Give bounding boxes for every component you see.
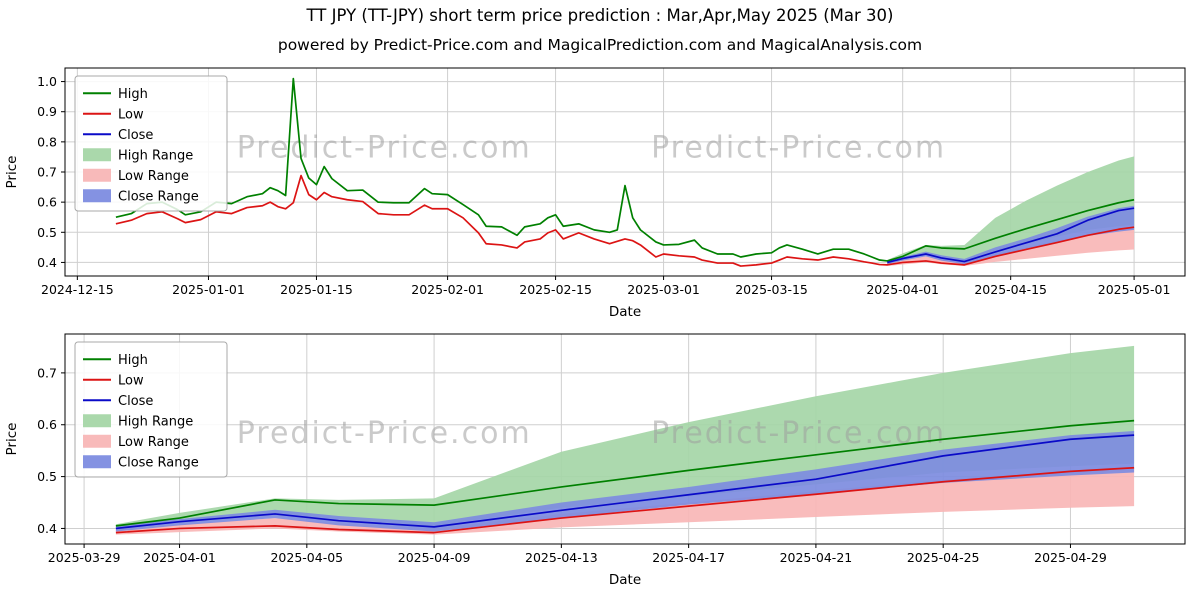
x-tick-label: 2025-03-29 (48, 550, 121, 565)
x-tick-label: 2025-01-01 (172, 282, 245, 297)
prediction-detail-chart: Predict-Price.com Predict-Price.com 2025-0… (0, 326, 1200, 602)
y-tick-label: 0.7 (37, 165, 57, 180)
legend-item-label: Low Range (118, 435, 189, 450)
x-tick-label: 2025-04-15 (974, 282, 1047, 297)
series-high-line (115, 419, 1135, 527)
x-axis-label: Date (609, 572, 641, 588)
watermark-text: Predict-Price.com (651, 130, 946, 165)
y-tick-label: 0.5 (37, 225, 57, 240)
legend-swatch-high-range (83, 148, 111, 162)
x-tick-label: 2025-02-15 (519, 282, 592, 297)
history-with-prediction-svg: Predict-Price.com Predict-Price.com 2024-1… (4, 67, 1186, 320)
legend: High Low Close High Range Low Range Close Ran… (74, 341, 228, 478)
series-close-line (887, 207, 1135, 264)
series-high-line (115, 77, 1135, 262)
series-low-line (115, 174, 1135, 267)
x-tick-label: 2025-04-01 (866, 282, 939, 297)
legend: High Low Close High Range Low Range Close Ran… (74, 75, 228, 212)
legend-item-label: Close (118, 128, 153, 143)
price-history-chart: Predict-Price.com Predict-Price.com 2024-1… (0, 58, 1200, 330)
close-range-band (887, 205, 1135, 265)
x-tick-label: 2025-04-09 (398, 550, 471, 565)
x-tick-label: 2024-12-15 (41, 282, 114, 297)
legend-swatch-low-range (83, 434, 111, 448)
y-tick-label: 0.5 (37, 469, 57, 484)
legend-item-label: High (118, 87, 148, 102)
watermark-text: Predict-Price.com (237, 416, 532, 451)
legend-item-label: High Range (118, 148, 193, 163)
legend-item-label: High (118, 353, 148, 368)
x-tick-label: 2025-01-15 (280, 282, 353, 297)
y-tick-label: 0.4 (37, 255, 57, 270)
legend-item-label: Close Range (118, 455, 199, 470)
x-tick-label: 2025-04-21 (780, 550, 853, 565)
x-tick-label: 2025-04-01 (143, 550, 216, 565)
legend-swatch-low-range (83, 168, 111, 182)
watermark-text: Predict-Price.com (237, 130, 532, 165)
x-tick-label: 2025-04-25 (907, 550, 980, 565)
legend-item-label: High Range (118, 414, 193, 429)
x-tick-label: 2025-03-15 (735, 282, 808, 297)
series-close-line (115, 434, 1135, 530)
legend-item-label: Low (118, 107, 144, 122)
legend-box (74, 75, 228, 212)
y-tick-label: 0.4 (37, 521, 57, 536)
legend-item-label: Close Range (118, 189, 199, 204)
chart-title: TT JPY (TT-JPY) short term price predict… (306, 6, 894, 25)
y-tick-label: 0.6 (37, 417, 57, 432)
legend-swatch-close-range (83, 455, 111, 469)
y-axis-label: Price (4, 423, 20, 456)
y-axis-label: Price (4, 156, 20, 189)
x-tick-label: 2025-04-05 (270, 550, 343, 565)
x-axis-label: Date (609, 304, 641, 320)
x-tick-label: 2025-02-01 (411, 282, 484, 297)
x-tick-label: 2025-04-29 (1034, 550, 1107, 565)
x-tick-label: 2025-05-01 (1098, 282, 1171, 297)
chart-subtitle: powered by Predict-Price.com and Magical… (277, 36, 923, 54)
close-range-band (115, 430, 1135, 532)
high-range-band (887, 156, 1135, 263)
watermark-text: Predict-Price.com (651, 416, 946, 451)
x-tick-label: 2025-04-13 (525, 550, 598, 565)
legend-item-label: Low (118, 373, 144, 388)
series-low-line (115, 466, 1135, 534)
y-tick-label: 0.9 (37, 104, 57, 119)
prediction-detail-svg: Predict-Price.com Predict-Price.com 2025-0… (4, 333, 1186, 588)
legend-box (74, 341, 228, 478)
y-tick-label: 0.6 (37, 195, 57, 210)
y-tick-label: 0.7 (37, 365, 57, 380)
y-tick-label: 0.8 (37, 134, 57, 149)
legend-item-label: Low Range (118, 169, 189, 184)
legend-swatch-high-range (83, 414, 111, 428)
high-range-band (115, 345, 1135, 529)
plot-border (64, 333, 1186, 545)
y-tick-label: 1.0 (37, 74, 57, 89)
x-tick-label: 2025-03-01 (627, 282, 700, 297)
x-tick-label: 2025-04-17 (652, 550, 725, 565)
legend-swatch-close-range (83, 189, 111, 203)
legend-item-label: Close (118, 394, 153, 409)
